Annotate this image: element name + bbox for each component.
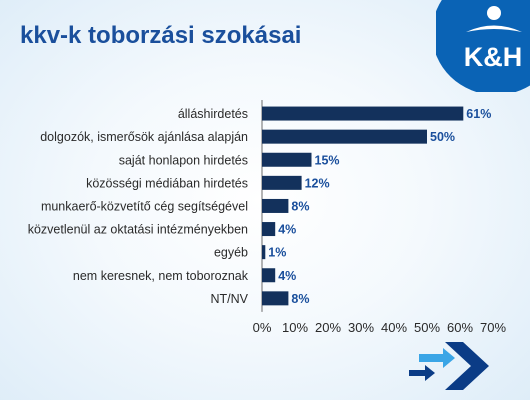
category-label: NT/NV <box>211 292 249 306</box>
category-label: álláshirdetés <box>178 107 248 121</box>
value-label: 4% <box>278 269 296 283</box>
x-tick-label: 40% <box>381 320 407 335</box>
bar <box>262 106 464 121</box>
value-label: 8% <box>291 292 309 306</box>
value-label: 1% <box>268 246 286 260</box>
logo-person-head <box>487 6 501 20</box>
x-tick-label: 50% <box>414 320 440 335</box>
bars <box>262 106 464 306</box>
x-tick-label: 60% <box>447 320 473 335</box>
logo-text: K&H <box>464 42 523 72</box>
x-tick-label: 20% <box>315 320 341 335</box>
value-label: 61% <box>466 107 491 121</box>
logo-background <box>436 0 530 92</box>
x-tick-labels: 0% 10% 20% 30% 40% 50% 60% 70% <box>253 320 507 335</box>
value-label: 8% <box>291 199 309 213</box>
bar <box>262 175 302 190</box>
value-label: 15% <box>315 153 340 167</box>
category-label: közvetlenül az oktatási intézményekben <box>28 223 248 237</box>
bar <box>262 152 312 167</box>
bar <box>262 222 276 237</box>
value-label: 12% <box>305 176 330 190</box>
category-labels: álláshirdetés dolgozók, ismerősök ajánlás… <box>28 107 249 306</box>
bar <box>262 198 289 213</box>
value-label: 4% <box>278 223 296 237</box>
category-label: egyéb <box>214 246 248 260</box>
x-tick-label: 10% <box>282 320 308 335</box>
kh-logo: K&H <box>436 0 530 92</box>
category-label: nem keresnek, nem toboroznak <box>73 269 249 283</box>
bar <box>262 245 266 260</box>
category-label: munkaerő-közvetítő cég segítségével <box>41 199 248 213</box>
x-tick-label: 0% <box>253 320 272 335</box>
bar <box>262 129 427 144</box>
value-label: 50% <box>430 130 455 144</box>
x-tick-label: 30% <box>348 320 374 335</box>
slide-title: kkv-k toborzási szokásai <box>20 22 302 49</box>
category-label: dolgozók, ismerősök ajánlása alapján <box>40 130 248 144</box>
value-labels: 61% 50% 15% 12% 8% 4% 1% 4% 8% <box>268 107 491 306</box>
category-label: saját honlapon hirdetés <box>119 153 248 167</box>
logo-person-arms <box>466 25 522 32</box>
x-tick-label: 70% <box>480 320 506 335</box>
bar <box>262 291 289 306</box>
category-label: közösségi médiában hirdetés <box>86 176 248 190</box>
arrow-forward-icon <box>409 342 489 390</box>
bar <box>262 268 276 283</box>
